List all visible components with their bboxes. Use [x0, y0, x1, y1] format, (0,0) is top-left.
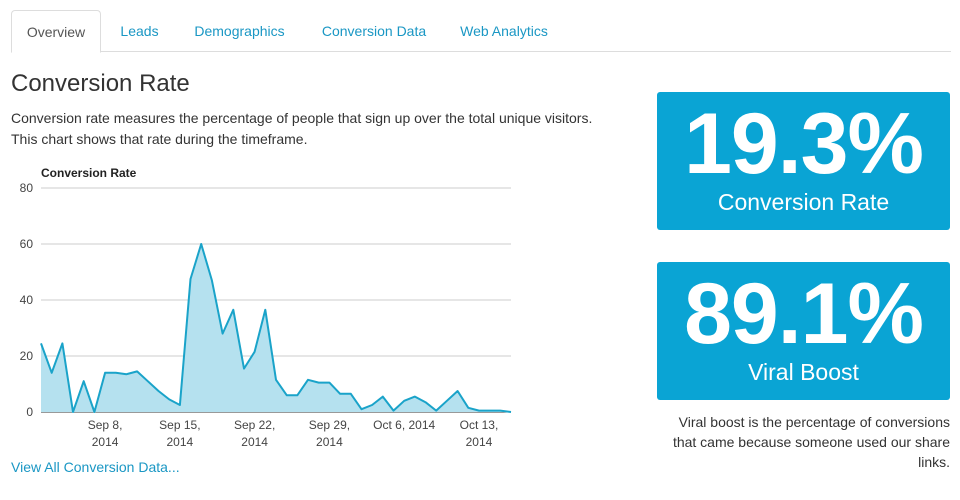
- data-point[interactable]: [487, 408, 493, 414]
- data-point[interactable]: [369, 402, 375, 408]
- y-tick-label: 60: [20, 237, 34, 251]
- x-tick-label-year: 2014: [316, 435, 343, 449]
- conversion-rate-chart: Conversion Rate 0 20 40 60 80 Sep 8, 2014 Sep 1…: [20, 166, 514, 449]
- conversion-rate-label: Conversion Rate: [717, 189, 890, 215]
- tab-leads[interactable]: Leads: [120, 23, 159, 39]
- y-tick-label: 20: [20, 349, 34, 363]
- x-tick-label-year: 2014: [466, 435, 493, 449]
- x-tick-label: Sep 8,: [88, 418, 123, 432]
- data-point[interactable]: [401, 398, 407, 404]
- viral-boost-value: 89.1%: [684, 266, 924, 362]
- data-point[interactable]: [476, 408, 482, 414]
- data-point[interactable]: [113, 370, 119, 376]
- data-point[interactable]: [508, 409, 514, 415]
- data-point[interactable]: [305, 377, 311, 383]
- data-point[interactable]: [262, 307, 268, 313]
- series-area: [41, 244, 511, 412]
- data-point[interactable]: [284, 392, 290, 398]
- data-point[interactable]: [209, 277, 215, 283]
- data-point[interactable]: [380, 394, 386, 400]
- y-tick-label: 40: [20, 293, 34, 307]
- data-point[interactable]: [134, 368, 140, 374]
- x-tick-label: Sep 22,: [234, 418, 275, 432]
- data-point[interactable]: [241, 366, 247, 372]
- description-line-2: This chart shows that rate during the ti…: [11, 131, 308, 147]
- x-tick-label: Sep 15,: [159, 418, 200, 432]
- data-point[interactable]: [252, 349, 258, 355]
- data-point[interactable]: [294, 392, 300, 398]
- x-tick-label: Sep 29,: [309, 418, 350, 432]
- x-tick-label-year: 2014: [92, 435, 119, 449]
- data-point[interactable]: [91, 409, 97, 415]
- x-tick-label: Oct 13,: [460, 418, 499, 432]
- description-line-1: Conversion rate measures the percentage …: [11, 110, 593, 126]
- data-point[interactable]: [124, 371, 130, 377]
- conversion-rate-value: 19.3%: [684, 96, 924, 192]
- viral-boost-label: Viral Boost: [748, 359, 859, 385]
- data-point[interactable]: [273, 377, 279, 383]
- data-point[interactable]: [70, 409, 76, 415]
- data-point[interactable]: [337, 391, 343, 397]
- data-point[interactable]: [102, 370, 108, 376]
- y-tick-label: 80: [20, 181, 34, 195]
- data-point[interactable]: [230, 307, 236, 313]
- data-point[interactable]: [316, 380, 322, 386]
- tab-overview[interactable]: Overview: [11, 10, 101, 53]
- data-point[interactable]: [497, 408, 503, 414]
- data-point[interactable]: [326, 380, 332, 386]
- x-tick-label: Oct 6, 2014: [373, 418, 435, 432]
- data-point[interactable]: [81, 378, 87, 384]
- viral-boost-note: Viral boost is the percentage of convers…: [672, 414, 950, 470]
- data-point[interactable]: [198, 241, 204, 247]
- view-all-conversion-data-link[interactable]: View All Conversion Data...: [11, 459, 180, 475]
- data-point[interactable]: [145, 378, 151, 384]
- data-point[interactable]: [465, 405, 471, 411]
- data-point[interactable]: [444, 398, 450, 404]
- viral-boost-card: 89.1% Viral Boost: [657, 262, 950, 400]
- data-point[interactable]: [455, 388, 461, 394]
- data-point[interactable]: [188, 276, 194, 282]
- page-description: Conversion rate measures the percentage …: [11, 108, 621, 150]
- x-tick-label-year: 2014: [167, 435, 194, 449]
- data-point[interactable]: [220, 331, 226, 337]
- data-point[interactable]: [38, 340, 44, 346]
- tab-bar: Overview Leads Demographics Conversion D…: [11, 10, 951, 53]
- data-point[interactable]: [59, 340, 65, 346]
- page-title: Conversion Rate: [11, 70, 190, 97]
- tab-conversion-data[interactable]: Conversion Data: [321, 23, 427, 39]
- tab-demographics[interactable]: Demographics: [194, 23, 285, 39]
- data-point[interactable]: [166, 396, 172, 402]
- data-point[interactable]: [49, 370, 55, 376]
- data-point[interactable]: [391, 408, 397, 414]
- data-point[interactable]: [348, 391, 354, 397]
- data-point[interactable]: [423, 399, 429, 405]
- data-point[interactable]: [156, 388, 162, 394]
- data-point[interactable]: [177, 402, 183, 408]
- series-line: [40, 243, 512, 413]
- x-tick-label-year: 2014: [241, 435, 268, 449]
- conversion-rate-card: 19.3% Conversion Rate: [657, 92, 950, 230]
- y-tick-label: 0: [26, 405, 33, 419]
- data-point[interactable]: [433, 408, 439, 414]
- data-point[interactable]: [412, 394, 418, 400]
- chart-title: Conversion Rate: [41, 166, 137, 180]
- data-point[interactable]: [359, 406, 365, 412]
- tab-web-analytics[interactable]: Web Analytics: [460, 23, 548, 39]
